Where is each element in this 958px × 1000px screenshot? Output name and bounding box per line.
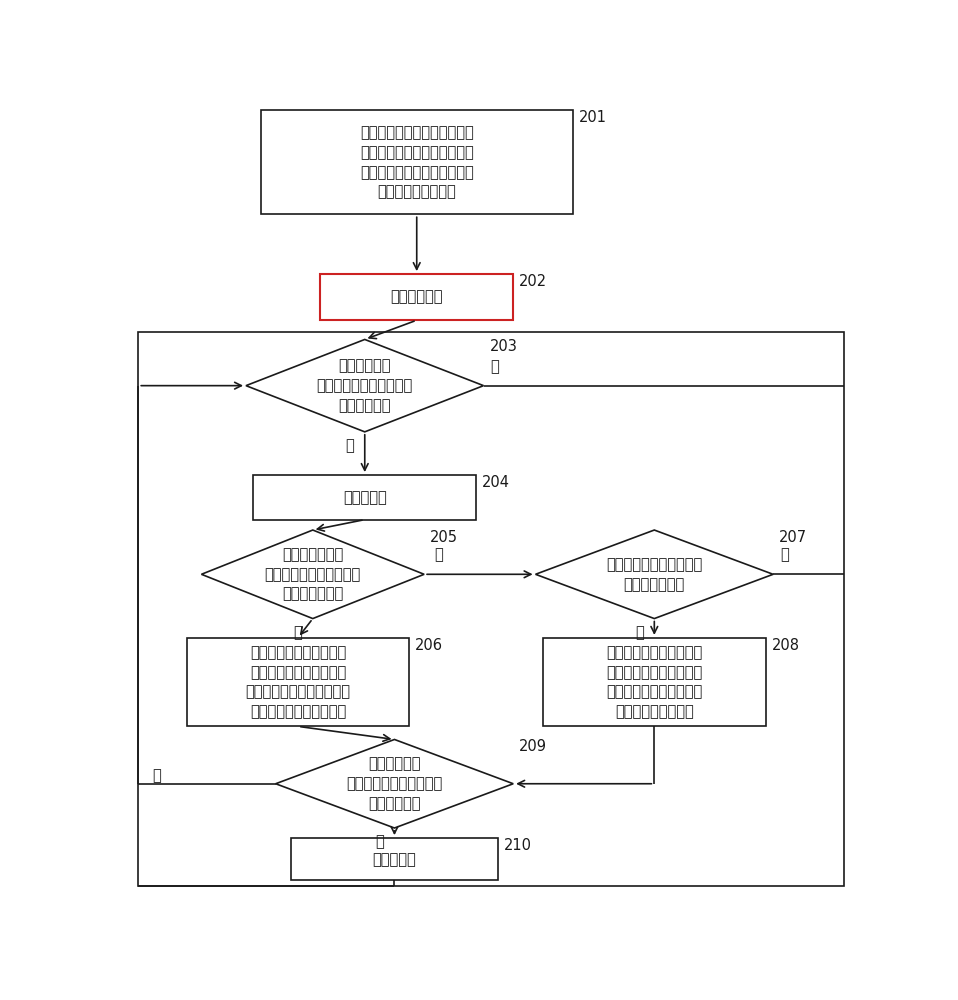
FancyBboxPatch shape: [543, 638, 765, 726]
Text: 冷表面温度是否大于所述
室内环境温度？: 冷表面温度是否大于所述 室内环境温度？: [606, 557, 702, 592]
Text: 否: 否: [780, 548, 788, 563]
FancyBboxPatch shape: [187, 638, 409, 726]
Text: 室内环境温度
是否小于所述第二温度回
差补偿区间？: 室内环境温度 是否小于所述第二温度回 差补偿区间？: [317, 358, 413, 413]
Text: 控制风机按照设置模式运
行，直至室内环境温度与
第二设置温度的差値小于或
等于温差阙値，关闭风机: 控制风机按照设置模式运 行，直至室内环境温度与 第二设置温度的差値小于或 等于温…: [245, 645, 351, 719]
Text: 207: 207: [779, 530, 808, 545]
Text: 开启毛细管网热水阀，直
至所述冷表面温度小于或
等于所述室内环境温度，
关闭毛细管网热水阀: 开启毛细管网热水阀，直 至所述冷表面温度小于或 等于所述室内环境温度， 关闭毛细…: [606, 645, 702, 719]
FancyBboxPatch shape: [290, 838, 498, 880]
Polygon shape: [276, 739, 513, 828]
Text: 208: 208: [771, 638, 800, 653]
FancyBboxPatch shape: [253, 475, 476, 520]
Text: 是: 是: [376, 834, 384, 849]
Text: 201: 201: [579, 110, 606, 125]
Text: 是: 是: [635, 625, 644, 640]
Text: 开启供暖阀: 开启供暖阀: [343, 490, 387, 505]
Polygon shape: [536, 530, 773, 619]
Text: 实时检测室内环境温度、室内
环境湿度、冷表面温度，并根
据所述室内环境温度和室内环
境湿度计算露点温度: 实时检测室内环境温度、室内 环境湿度、冷表面温度，并根 据所述室内环境温度和室内…: [360, 125, 473, 200]
Text: 否: 否: [490, 359, 499, 374]
Text: 206: 206: [415, 638, 444, 653]
Text: 210: 210: [504, 838, 533, 853]
Text: 否: 否: [435, 548, 444, 563]
Polygon shape: [201, 530, 424, 619]
Text: 是: 是: [346, 438, 354, 453]
Text: 205: 205: [430, 530, 458, 545]
Text: 是: 是: [293, 625, 303, 640]
FancyBboxPatch shape: [261, 110, 573, 214]
Text: 202: 202: [519, 274, 547, 289]
Text: 启动制热模式: 启动制热模式: [391, 290, 443, 305]
Polygon shape: [246, 339, 484, 432]
Text: 室内环境温度
是否大于所述第二温度回
差补偿区间？: 室内环境温度 是否大于所述第二温度回 差补偿区间？: [347, 756, 443, 811]
Text: 关闭供暖阀: 关闭供暖阀: [373, 852, 417, 867]
Text: 室内环境温度与
第二设置温度的差値是否
大于温差阙値？: 室内环境温度与 第二设置温度的差値是否 大于温差阙値？: [264, 547, 361, 602]
Text: 否: 否: [152, 769, 161, 784]
Text: 204: 204: [482, 475, 510, 490]
Text: 203: 203: [490, 339, 517, 354]
FancyBboxPatch shape: [320, 274, 513, 320]
Text: 209: 209: [519, 739, 547, 754]
